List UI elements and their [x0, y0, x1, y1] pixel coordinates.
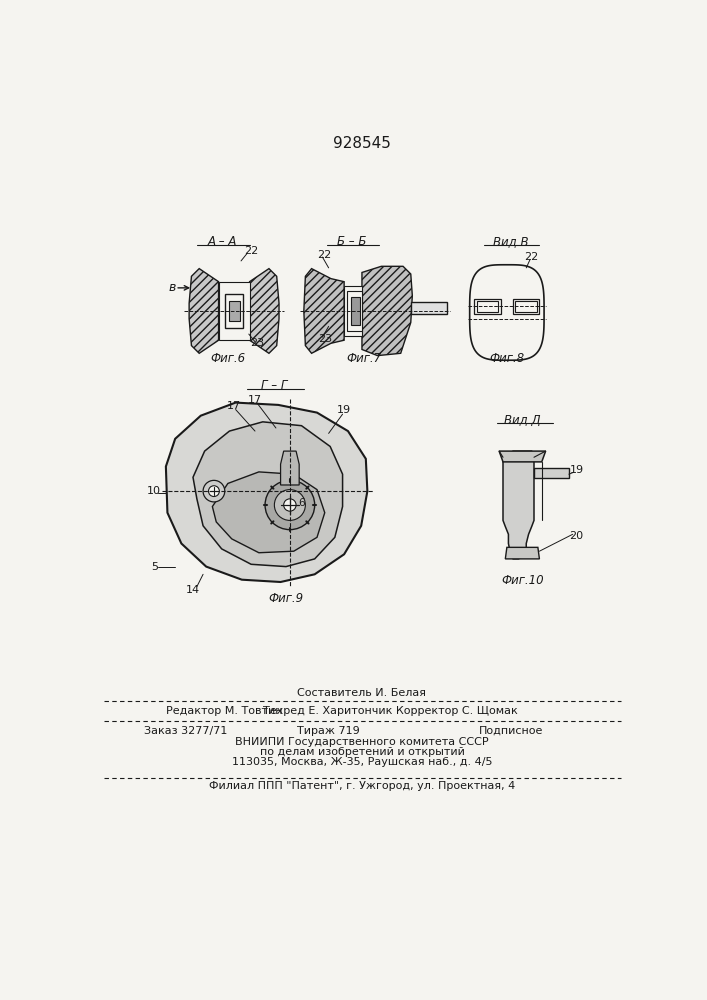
Polygon shape [503, 451, 534, 559]
Circle shape [203, 480, 225, 502]
Text: Редактор М. Товтин: Редактор М. Товтин [166, 706, 282, 716]
Text: Фиг.10: Фиг.10 [501, 574, 544, 587]
Polygon shape [499, 451, 546, 462]
Text: 113035, Москва, Ж-35, Раушская наб., д. 4/5: 113035, Москва, Ж-35, Раушская наб., д. … [232, 757, 492, 767]
Text: Филиал ППП "Патент", г. Ужгород, ул. Проектная, 4: Филиал ППП "Патент", г. Ужгород, ул. Про… [209, 781, 515, 791]
Text: А – А: А – А [208, 235, 237, 248]
Text: 6: 6 [298, 498, 305, 508]
Bar [477, 301, 498, 312]
Bar [474, 299, 501, 314]
Bar [347, 291, 362, 331]
Text: Вид Д: Вид Д [504, 414, 541, 427]
Text: 17: 17 [248, 395, 262, 405]
Text: 5: 5 [151, 562, 158, 572]
Text: Фиг.9: Фиг.9 [269, 592, 303, 605]
Text: Заказ 3277/71: Заказ 3277/71 [144, 726, 228, 736]
Text: 19: 19 [570, 465, 584, 475]
Polygon shape [362, 266, 412, 356]
Bar [515, 301, 537, 312]
Text: Техред Е. Харитончик Корректор С. Щомак: Техред Е. Харитончик Корректор С. Щомак [263, 706, 518, 716]
Polygon shape [189, 269, 218, 353]
Polygon shape [304, 269, 344, 353]
Text: Фиг.8: Фиг.8 [489, 352, 525, 365]
Bar [344, 286, 362, 336]
Text: Подписное: Подписное [479, 726, 543, 736]
Polygon shape [411, 302, 448, 314]
Bar [513, 299, 539, 314]
Text: 22: 22 [244, 246, 258, 256]
Text: 17: 17 [227, 401, 241, 411]
Bar [225, 294, 243, 328]
Circle shape [284, 499, 296, 511]
Text: 22: 22 [317, 250, 332, 260]
Text: Вид В: Вид В [493, 235, 529, 248]
Text: Б – Б: Б – Б [337, 235, 366, 248]
Text: 928545: 928545 [333, 136, 391, 151]
Text: Фиг.7: Фиг.7 [346, 352, 381, 365]
Text: Фиг.6: Фиг.6 [210, 352, 245, 365]
Circle shape [274, 490, 305, 520]
Bar [228, 301, 240, 321]
Polygon shape [506, 547, 539, 559]
Text: 23: 23 [250, 338, 264, 348]
Polygon shape [250, 269, 279, 353]
Text: 19: 19 [337, 405, 351, 415]
Polygon shape [166, 403, 368, 582]
Polygon shape [218, 282, 250, 340]
Text: в: в [168, 281, 176, 294]
Text: ВНИИПИ Государственного комитета СССР: ВНИИПИ Государственного комитета СССР [235, 737, 489, 747]
Polygon shape [534, 468, 569, 478]
Bar [351, 297, 360, 325]
Text: 22: 22 [525, 252, 539, 262]
Text: по делам изобретений и открытий: по делам изобретений и открытий [259, 747, 464, 757]
Text: Тираж 719: Тираж 719 [297, 726, 360, 736]
Polygon shape [212, 472, 325, 553]
Text: Г – Г: Г – Г [261, 379, 288, 392]
Text: 23: 23 [317, 334, 332, 344]
Text: Составитель И. Белая: Составитель И. Белая [298, 688, 426, 698]
Text: 10: 10 [147, 486, 161, 496]
Polygon shape [193, 422, 343, 567]
Polygon shape [469, 265, 544, 360]
Text: 14: 14 [186, 585, 200, 595]
Circle shape [265, 480, 315, 530]
Text: 20: 20 [570, 531, 584, 541]
Polygon shape [281, 451, 299, 485]
Circle shape [209, 486, 219, 497]
